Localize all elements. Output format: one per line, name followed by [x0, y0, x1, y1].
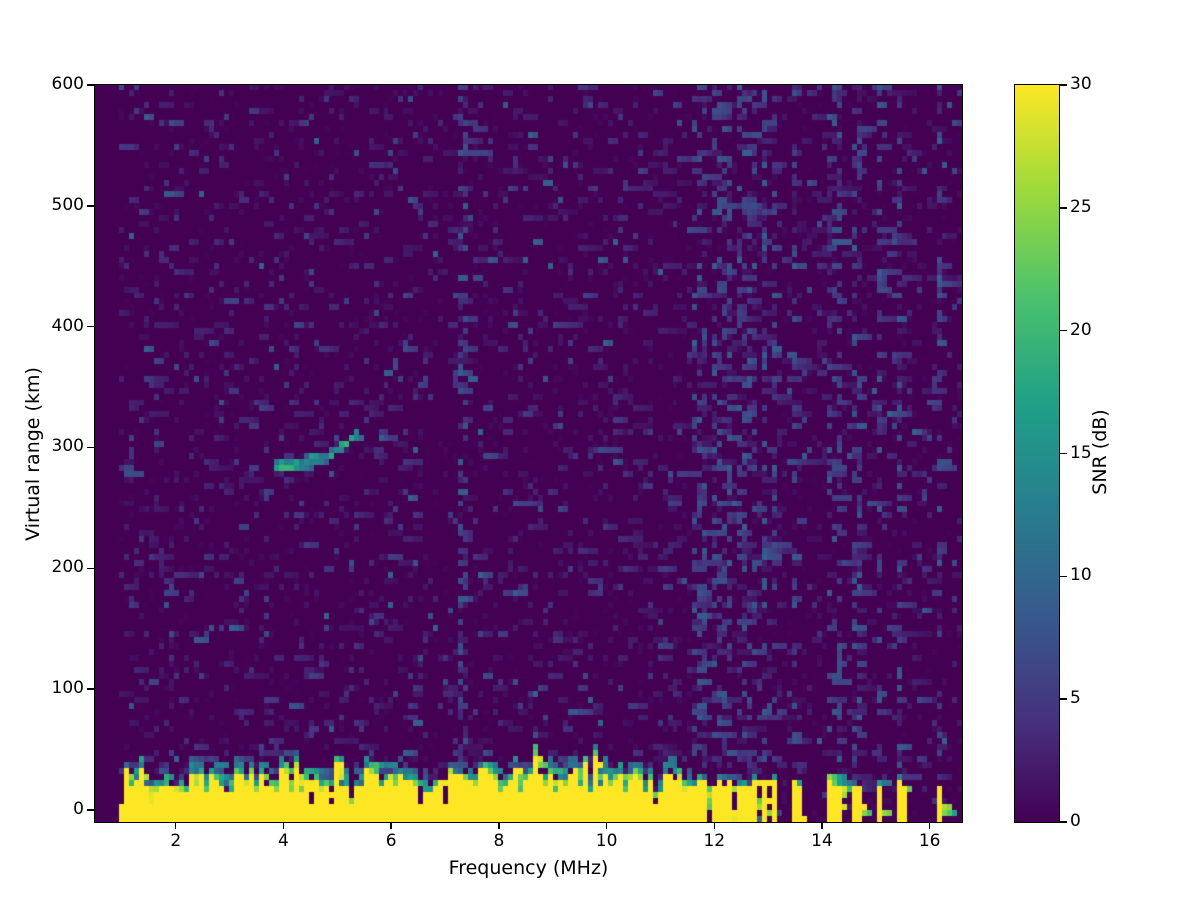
y-tick-mark — [87, 446, 94, 449]
colorbar-tick-label: 15 — [1070, 442, 1092, 463]
colorbar-tick-mark — [1060, 575, 1067, 578]
x-tick-label: 12 — [703, 831, 726, 851]
x-tick-mark — [498, 822, 500, 829]
x-tick-mark — [390, 822, 392, 829]
colorbar-tick-mark — [1060, 329, 1067, 332]
x-tick-label: 8 — [493, 831, 505, 851]
y-tick-label: 500 — [51, 194, 84, 215]
colorbar-tick-label: 30 — [1070, 74, 1092, 94]
ionogram-heatmap-canvas — [95, 85, 962, 822]
x-tick-mark — [713, 822, 715, 829]
colorbar-tick-label: 0 — [1070, 811, 1081, 831]
colorbar-gradient — [1015, 85, 1059, 822]
colorbar-tick-label: 25 — [1070, 196, 1092, 217]
x-axis-label: Frequency (MHz) — [448, 857, 609, 879]
y-tick-label: 0 — [73, 798, 84, 819]
colorbar-label: SNR (dB) — [1089, 409, 1111, 495]
y-tick-mark — [87, 205, 94, 207]
colorbar-tick-mark — [1060, 698, 1067, 700]
y-tick-mark — [87, 84, 94, 86]
x-tick-label: 16 — [918, 831, 941, 851]
colorbar-tick-mark — [1060, 207, 1067, 209]
y-tick-label: 100 — [51, 678, 84, 699]
colorbar-tick-label: 20 — [1070, 319, 1092, 340]
y-tick-mark — [87, 688, 94, 690]
y-axis-label: Virtual range (km) — [22, 367, 44, 541]
x-tick-mark — [175, 822, 177, 829]
colorbar-tick-label: 10 — [1070, 565, 1092, 586]
y-tick-label: 400 — [51, 315, 84, 336]
x-tick-label: 2 — [170, 831, 182, 851]
colorbar-tick-mark — [1060, 84, 1067, 86]
x-tick-label: 4 — [278, 831, 289, 851]
x-tick-mark — [928, 822, 931, 829]
x-tick-label: 14 — [811, 831, 833, 851]
x-tick-label: 6 — [385, 831, 397, 851]
colorbar-tick-label: 5 — [1070, 688, 1081, 709]
colorbar-tick-mark — [1060, 452, 1067, 455]
y-tick-mark — [87, 567, 94, 569]
x-tick-mark — [821, 822, 823, 829]
colorbar-tick-mark — [1060, 821, 1067, 823]
x-tick-mark — [605, 822, 608, 829]
x-tick-label: 10 — [595, 831, 618, 851]
y-tick-label: 300 — [51, 436, 84, 457]
y-tick-label: 600 — [51, 74, 84, 94]
y-tick-mark — [87, 325, 94, 328]
y-tick-mark — [87, 809, 94, 811]
y-tick-label: 200 — [51, 557, 84, 578]
x-tick-mark — [282, 822, 285, 829]
colorbar — [1014, 84, 1060, 823]
plot-area — [94, 84, 963, 823]
